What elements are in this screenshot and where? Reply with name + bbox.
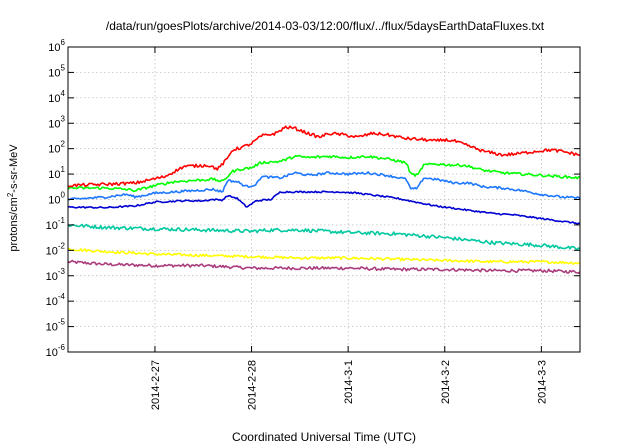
x-axis: 2014-2-27 2014-2-28 2014-3-1 2014-3-2 2014-3…	[150, 47, 548, 410]
y-tick-label: 10-2	[46, 241, 66, 257]
y-tick-base: 10	[48, 195, 60, 207]
y-tick-label: 102	[48, 140, 65, 156]
y-tick-exponent: -3	[58, 267, 66, 276]
plot-area	[67, 125, 581, 274]
series-line	[67, 223, 581, 251]
x-tick-label: 2014-2-28	[247, 360, 259, 410]
y-tick-exponent: -2	[58, 241, 66, 250]
series-line	[67, 171, 581, 201]
y-tick-exponent: -5	[58, 318, 66, 327]
y-tick-exponent: -4	[58, 292, 66, 301]
x-tick-label: 2014-3-3	[536, 360, 548, 404]
y-tick-base: 10	[46, 322, 58, 334]
y-axis-label-suffix: -s-sr-MeV	[8, 144, 20, 193]
y-tick-label: 10-1	[46, 216, 66, 232]
chart-title: /data/run/goesPlots/archive/2014-03-03/1…	[106, 19, 545, 33]
y-tick-exponent: 5	[61, 63, 66, 72]
series-line	[67, 190, 581, 225]
y-tick-base: 10	[48, 42, 60, 54]
grid	[68, 47, 580, 352]
series-line	[67, 154, 581, 193]
y-tick-exponent: 0	[61, 191, 66, 200]
y-tick-label: 106	[48, 38, 65, 54]
y-axis-label: protons/cm2-s-sr-MeV	[6, 144, 20, 252]
y-tick-label: 10-4	[46, 292, 66, 308]
y-axis: 10-610-510-410-310-210-11001011021031041…	[46, 38, 580, 359]
y-tick-base: 10	[48, 169, 60, 181]
x-tick-label: 2014-2-27	[150, 360, 162, 410]
y-tick-label: 101	[48, 165, 65, 181]
y-tick-exponent: 4	[61, 89, 66, 98]
series-line	[67, 125, 581, 188]
y-tick-base: 10	[46, 347, 58, 359]
y-tick-label: 10-5	[46, 318, 66, 334]
y-tick-exponent: -1	[58, 216, 66, 225]
y-tick-base: 10	[46, 296, 58, 308]
y-tick-label: 100	[48, 191, 65, 207]
series-line	[67, 259, 581, 274]
y-tick-exponent: 6	[61, 38, 66, 47]
y-tick-label: 10-6	[46, 343, 66, 359]
y-tick-exponent: -6	[58, 343, 66, 352]
y-tick-exponent: 3	[61, 114, 66, 123]
y-tick-base: 10	[46, 220, 58, 232]
y-tick-base: 10	[48, 118, 60, 130]
series-line	[67, 247, 581, 265]
y-axis-label-sup: 2	[6, 192, 15, 197]
x-axis-label: Coordinated Universal Time (UTC)	[232, 430, 416, 444]
x-tick-label: 2014-3-2	[440, 360, 452, 404]
y-tick-base: 10	[46, 245, 58, 257]
y-tick-label: 10-3	[46, 267, 66, 283]
y-tick-exponent: 2	[61, 140, 66, 149]
y-tick-base: 10	[48, 144, 60, 156]
y-tick-label: 104	[48, 89, 65, 105]
y-tick-exponent: 1	[61, 165, 66, 174]
y-tick-label: 105	[48, 63, 65, 79]
y-tick-label: 103	[48, 114, 65, 130]
x-tick-label: 2014-3-1	[343, 360, 355, 404]
y-tick-base: 10	[48, 93, 60, 105]
y-tick-base: 10	[48, 67, 60, 79]
y-tick-base: 10	[46, 271, 58, 283]
y-axis-label-prefix: protons/cm	[8, 197, 20, 251]
